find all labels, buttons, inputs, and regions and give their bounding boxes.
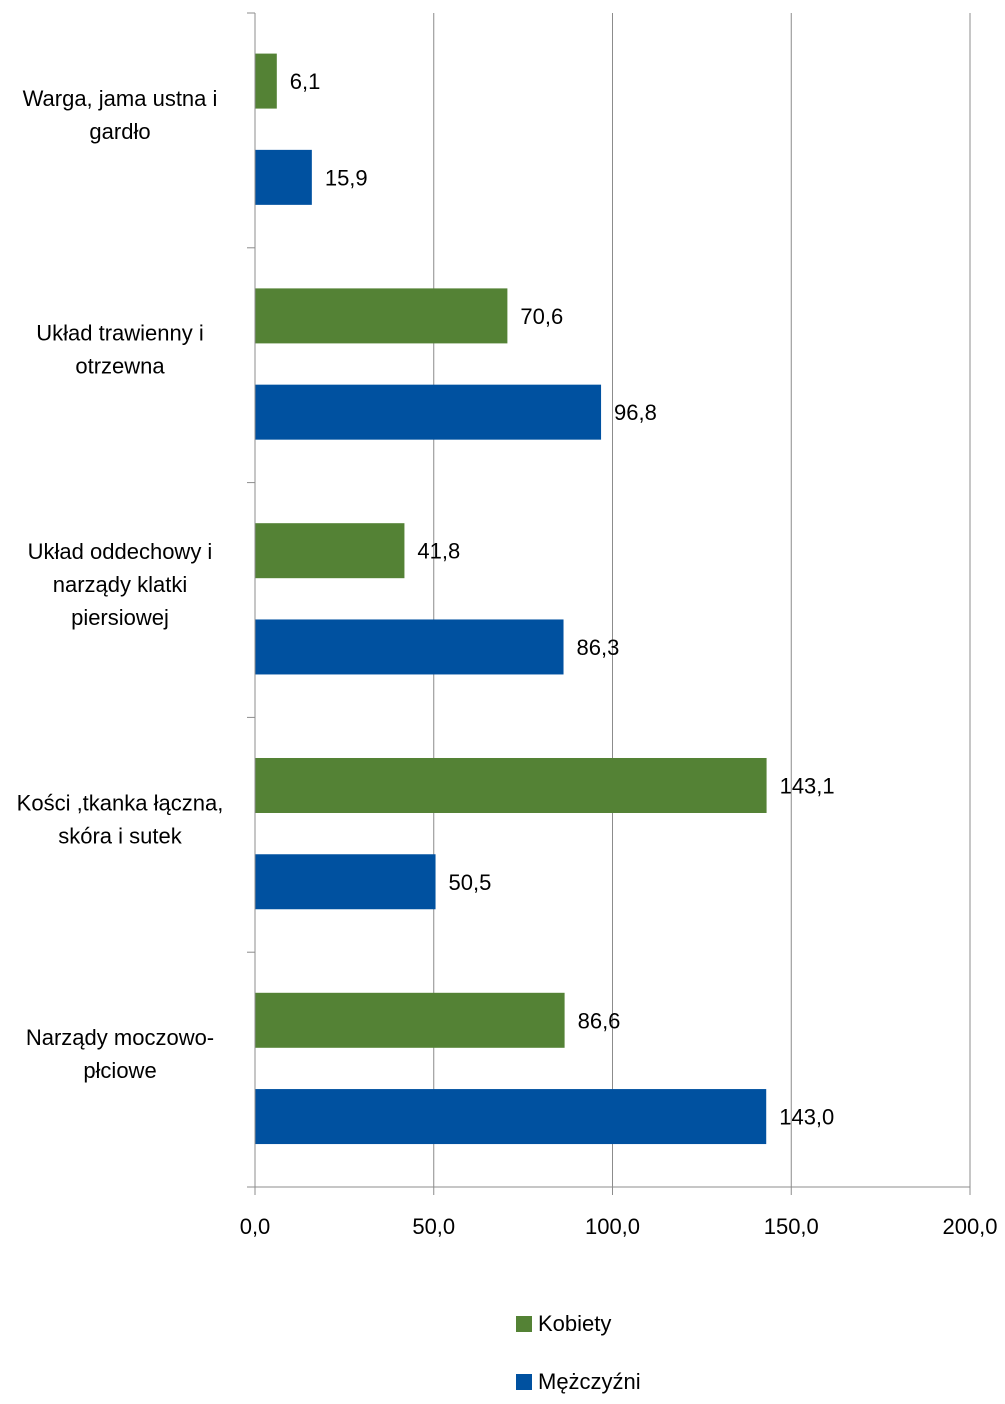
bar-kobiety-2	[255, 523, 405, 579]
x-tick-label-1: 50,0	[412, 1214, 455, 1239]
category-labels: Warga, jama ustna i gardło Układ trawienny…	[17, 86, 224, 1083]
data-label-mezczyzni-3: 50,5	[449, 870, 492, 895]
bar-kobiety-0	[255, 53, 277, 109]
x-tick-label-4: 200,0	[942, 1214, 997, 1239]
legend-label-mezczyzni: Mężczyźni	[538, 1369, 641, 1394]
data-label-mezczyzni-2: 86,3	[577, 635, 620, 660]
data-labels: 6,1 15,9 70,6 96,8 41,8 86,3 143,1 50,5 86,6 143,…	[290, 69, 835, 1129]
bar-mezczyzni-0	[255, 149, 312, 205]
category-label-2: Układ oddechowy i narządy klatki piersiowe…	[28, 539, 213, 630]
bar-chart: Warga, jama ustna i gardło Układ trawienny…	[17, 12, 998, 1239]
x-tick-label-3: 150,0	[764, 1214, 819, 1239]
category-label-0: Warga, jama ustna i gardło	[23, 86, 218, 144]
bars	[255, 53, 767, 1145]
bar-mezczyzni-1	[255, 384, 602, 440]
bar-kobiety-4	[255, 992, 565, 1048]
data-label-mezczyzni-0: 15,9	[325, 165, 368, 190]
data-label-kobiety-1: 70,6	[520, 304, 563, 329]
data-label-kobiety-2: 41,8	[417, 539, 460, 564]
data-label-kobiety-3: 143,1	[780, 773, 835, 798]
bar-mezczyzni-3	[255, 854, 436, 910]
x-tick-label-0: 0,0	[240, 1214, 271, 1239]
legend-item-kobiety: Kobiety	[516, 1311, 611, 1337]
bar-mezczyzni-2	[255, 619, 564, 675]
bar-mezczyzni-4	[255, 1089, 767, 1145]
data-label-mezczyzni-4: 143,0	[779, 1105, 834, 1130]
data-label-kobiety-0: 6,1	[290, 69, 321, 94]
gridlines	[433, 13, 971, 1187]
bar-kobiety-1	[255, 288, 508, 344]
x-tick-label-2: 100,0	[585, 1214, 640, 1239]
bar-kobiety-3	[255, 757, 767, 813]
axes	[247, 12, 971, 1195]
legend-swatch-mezczyzni	[516, 1374, 532, 1390]
data-label-mezczyzni-1: 96,8	[614, 400, 657, 425]
legend-swatch-kobiety	[516, 1316, 532, 1332]
legend-label-kobiety: Kobiety	[538, 1311, 612, 1336]
x-tick-labels: 0,0 50,0 100,0 150,0 200,0	[240, 1214, 998, 1239]
category-label-1: Układ trawienny i otrzewna	[36, 321, 204, 379]
data-label-kobiety-4: 86,6	[578, 1008, 621, 1033]
legend-item-mezczyzni: Mężczyźni	[516, 1369, 641, 1395]
category-label-3: Kości ,tkanka łączna, skóra i sutek	[17, 790, 224, 848]
category-label-4: Narządy moczowo-płciowe	[26, 1025, 214, 1083]
